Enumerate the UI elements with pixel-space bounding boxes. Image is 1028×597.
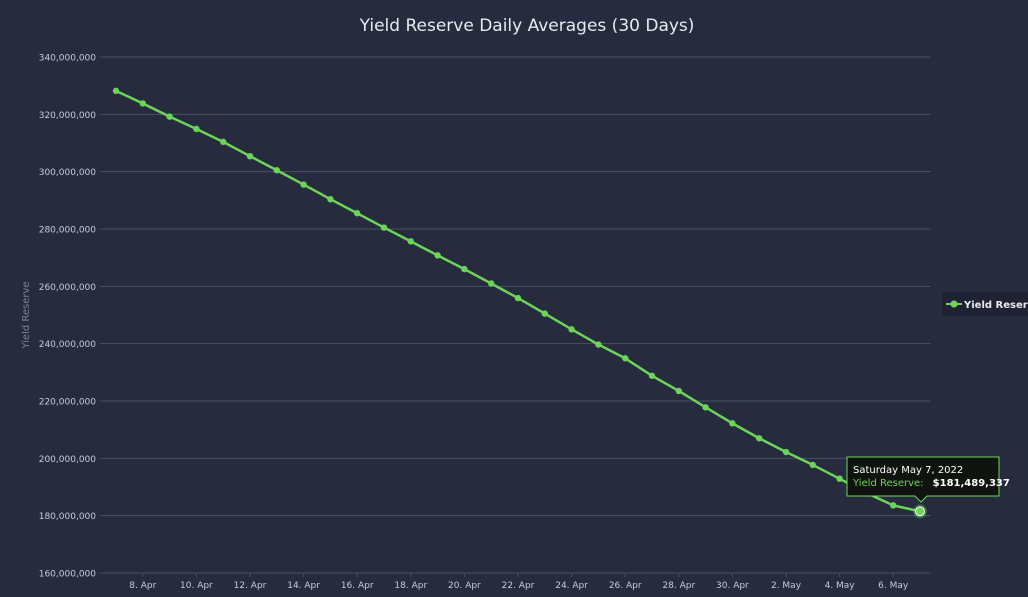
data-point[interactable]	[702, 404, 709, 411]
legend[interactable]: Yield Reserve	[942, 292, 1028, 316]
data-point[interactable]	[514, 294, 522, 302]
data-point[interactable]	[220, 138, 227, 146]
x-tick-label: 24. Apr	[555, 581, 588, 591]
data-point[interactable]	[139, 100, 146, 107]
x-tick-label: 10. Apr	[180, 581, 213, 591]
y-axis-title: Yield Reserve	[21, 281, 32, 349]
data-point[interactable]	[327, 195, 334, 203]
y-tick-label: 200,000,000	[39, 455, 97, 465]
tooltip-value: $181,489,337	[933, 478, 1010, 489]
x-tick-label: 26. Apr	[609, 581, 642, 591]
grid	[100, 56, 931, 574]
data-point[interactable]	[193, 125, 200, 133]
data-point[interactable]	[809, 461, 816, 469]
x-tick-label: 22. Apr	[502, 581, 535, 591]
data-point[interactable]	[836, 475, 843, 482]
data-point[interactable]	[434, 252, 441, 259]
legend-item-yield-reserve[interactable]: Yield Reserve	[963, 300, 1028, 311]
data-point[interactable]	[488, 280, 495, 287]
data-point[interactable]	[112, 87, 120, 95]
y-tick-label: 340,000,000	[39, 54, 97, 64]
x-tick-label: 6. May	[878, 581, 909, 591]
data-point[interactable]	[380, 224, 388, 231]
x-tick-label: 4. May	[825, 581, 856, 591]
y-tick-label: 260,000,000	[39, 283, 97, 293]
data-point[interactable]	[675, 387, 682, 395]
data-point[interactable]	[729, 420, 736, 427]
data-point[interactable]	[782, 448, 790, 456]
series-yield-reserve	[112, 87, 927, 519]
chart-title: Yield Reserve Daily Averages (30 Days)	[359, 16, 695, 36]
data-point[interactable]	[568, 326, 575, 333]
data-point[interactable]	[246, 152, 254, 160]
tooltip-date: Saturday May 7, 2022	[853, 465, 963, 476]
data-point[interactable]	[166, 113, 173, 120]
y-tick-label: 160,000,000	[39, 570, 97, 580]
data-point[interactable]	[890, 502, 897, 509]
y-tick-label: 180,000,000	[39, 512, 97, 522]
x-tick-label: 12. Apr	[234, 581, 267, 591]
data-point[interactable]	[300, 181, 307, 188]
x-tick-label: 8. Apr	[129, 581, 156, 591]
data-point-selected[interactable]	[915, 506, 925, 517]
x-tick-label: 20. Apr	[448, 581, 481, 591]
data-point[interactable]	[541, 310, 548, 317]
x-tick-labels: 8. Apr 10. Apr 12. Apr 14. Apr 16. Apr 18. Ap…	[129, 573, 909, 591]
data-point[interactable]	[354, 210, 361, 217]
x-tick-label: 28. Apr	[662, 581, 695, 591]
y-tick-label: 220,000,000	[39, 398, 97, 408]
tooltip-series-label: Yield Reserve:	[852, 478, 924, 489]
legend-marker	[950, 300, 958, 308]
tooltip: Saturday May 7, 2022 Yield Reserve: $181…	[846, 456, 1010, 503]
data-point[interactable]	[756, 435, 763, 442]
y-tick-label: 280,000,000	[39, 226, 97, 236]
y-tick-label: 300,000,000	[39, 168, 97, 178]
x-tick-label: 14. Apr	[287, 581, 320, 591]
x-tick-label: 16. Apr	[341, 581, 374, 591]
tooltip-box	[846, 456, 1000, 503]
data-point[interactable]	[648, 372, 656, 379]
x-tick-label: 2. May	[771, 581, 802, 591]
y-tick-labels: 160,000,000 180,000,000 200,000,000 220,000…	[39, 54, 97, 580]
y-tick-label: 320,000,000	[39, 111, 97, 121]
data-point[interactable]	[273, 167, 280, 174]
data-point[interactable]	[461, 265, 468, 273]
x-tick-label: 30. Apr	[716, 581, 749, 591]
svg-text:Yield Reserve: $181,489,: Yield Reserve: $181,489,337	[852, 471, 1010, 490]
x-tick-label: 18. Apr	[394, 581, 427, 591]
data-point[interactable]	[622, 355, 629, 362]
y-tick-label: 240,000,000	[39, 340, 97, 350]
data-point[interactable]	[595, 341, 602, 348]
data-point[interactable]	[407, 238, 414, 245]
